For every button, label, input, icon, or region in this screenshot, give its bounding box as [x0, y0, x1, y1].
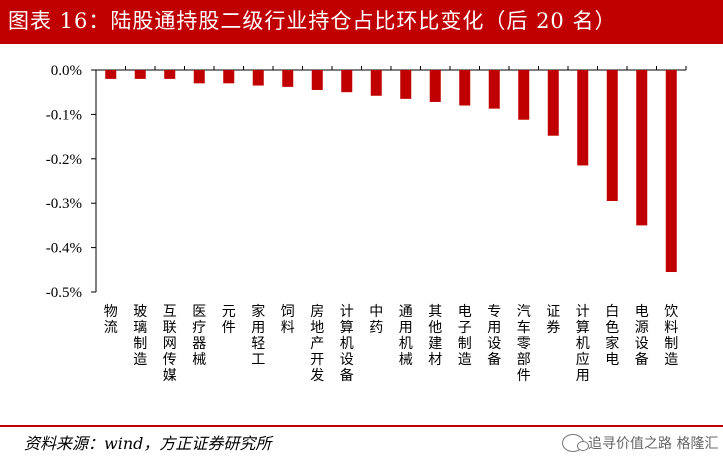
x-tick-label: 饲料	[281, 304, 295, 336]
x-tick-label: 饮料制造	[664, 304, 678, 368]
x-tick-label: 电源设备	[635, 304, 649, 368]
y-tick-label: 0.0%	[51, 63, 82, 79]
x-tick-label: 通用机械	[399, 304, 413, 368]
x-tick-label: 汽车零部件	[517, 304, 531, 384]
bar	[252, 70, 264, 86]
title-bar: 图表 16：陆股通持股二级行业持仓占比环比变化（后 20 名）	[0, 0, 723, 44]
x-tick-label: 计算机设备	[340, 304, 354, 384]
x-tick-label: 房地产开发	[310, 304, 324, 384]
x-tick-label: 证券	[546, 304, 560, 336]
footer-divider	[0, 425, 723, 427]
bar	[577, 70, 589, 166]
y-tick-label: -0.4%	[46, 241, 82, 257]
bar	[665, 70, 677, 273]
x-tick-label: 其他建材	[428, 304, 442, 368]
x-tick-label: 白色家电	[605, 304, 619, 368]
x-tick-label: 专用设备	[487, 304, 501, 368]
plot-area: 0.0% -0.1% -0.2% -0.3% -0.4% -0.5% 物流 玻璃制造 互联网传媒…	[46, 63, 687, 384]
bar	[518, 70, 530, 120]
x-tick-label: 元件	[222, 304, 236, 336]
wechat-icon	[562, 434, 589, 452]
bar	[164, 70, 176, 79]
bar	[282, 70, 294, 87]
x-tick-label: 物流	[104, 304, 118, 336]
bar	[429, 70, 441, 102]
y-tick-label: -0.5%	[46, 285, 82, 301]
y-tick-label: -0.2%	[46, 152, 82, 168]
bar	[311, 70, 323, 90]
bar	[459, 70, 471, 106]
bar	[547, 70, 559, 136]
bar-chart: 0.0% -0.1% -0.2% -0.3% -0.4% -0.5% 物流 玻璃制造 互联网传媒…	[46, 63, 687, 384]
watermark-text: 追寻价值之路 格隆汇	[588, 436, 719, 452]
bar	[606, 70, 618, 201]
y-tick-label: -0.1%	[46, 107, 82, 123]
x-tick-label: 中药	[369, 304, 383, 336]
x-tick-label: 电子制造	[458, 304, 472, 368]
x-tick-label: 互联网传媒	[163, 304, 177, 384]
chart-title: 图表 16：陆股通持股二级行业持仓占比环比变化（后 20 名）	[8, 9, 617, 33]
bar	[636, 70, 648, 226]
bar	[488, 70, 500, 109]
y-tick-label: -0.3%	[46, 196, 82, 212]
x-tick-label: 计算机应用	[576, 304, 590, 384]
bar	[370, 70, 382, 96]
bar	[223, 70, 235, 84]
watermark: 追寻价值之路 格隆汇	[562, 428, 718, 458]
x-tick-label: 家用轻工	[251, 303, 265, 368]
bar	[400, 70, 412, 99]
bar	[105, 70, 117, 79]
x-tick-label: 玻璃制造	[133, 304, 147, 368]
source-note: 资料来源：wind，方正证券研究所	[24, 434, 272, 453]
bar	[341, 70, 353, 93]
bar	[193, 70, 205, 84]
bar	[134, 70, 146, 79]
x-tick-label: 医疗器械	[192, 304, 206, 368]
